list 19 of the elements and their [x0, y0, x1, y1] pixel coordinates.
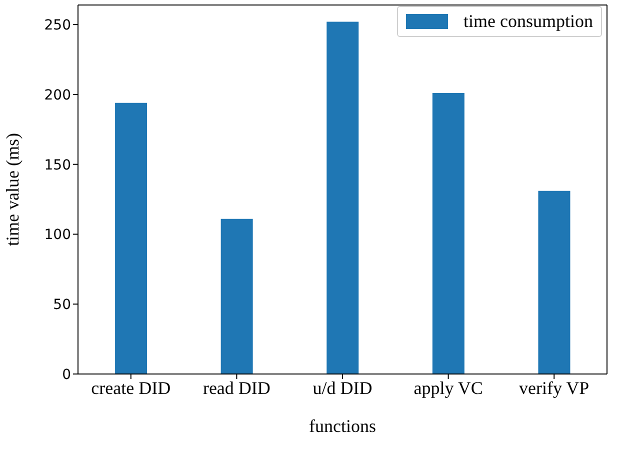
x-tick-label: create DID	[91, 378, 171, 398]
x-tick-label: verify VP	[519, 378, 590, 398]
y-tick-label: 200	[44, 87, 71, 104]
x-axis-title: functions	[309, 416, 376, 436]
x-tick-label: u/d DID	[312, 378, 372, 398]
legend-label: time consumption	[464, 11, 593, 32]
y-tick-label: 50	[53, 297, 71, 314]
y-tick-label: 150	[44, 157, 71, 174]
x-tick-label: read DID	[202, 378, 270, 398]
y-axis-title: time value (ms)	[2, 133, 22, 246]
y-tick-label: 100	[44, 227, 71, 244]
bar	[538, 190, 570, 374]
y-tick-label: 250	[44, 18, 71, 34]
bar	[115, 102, 148, 374]
bar	[326, 22, 359, 374]
bar	[220, 218, 253, 374]
bar	[432, 93, 464, 374]
x-tick-label: apply VC	[414, 378, 483, 398]
y-tick-label: 0	[62, 366, 71, 383]
